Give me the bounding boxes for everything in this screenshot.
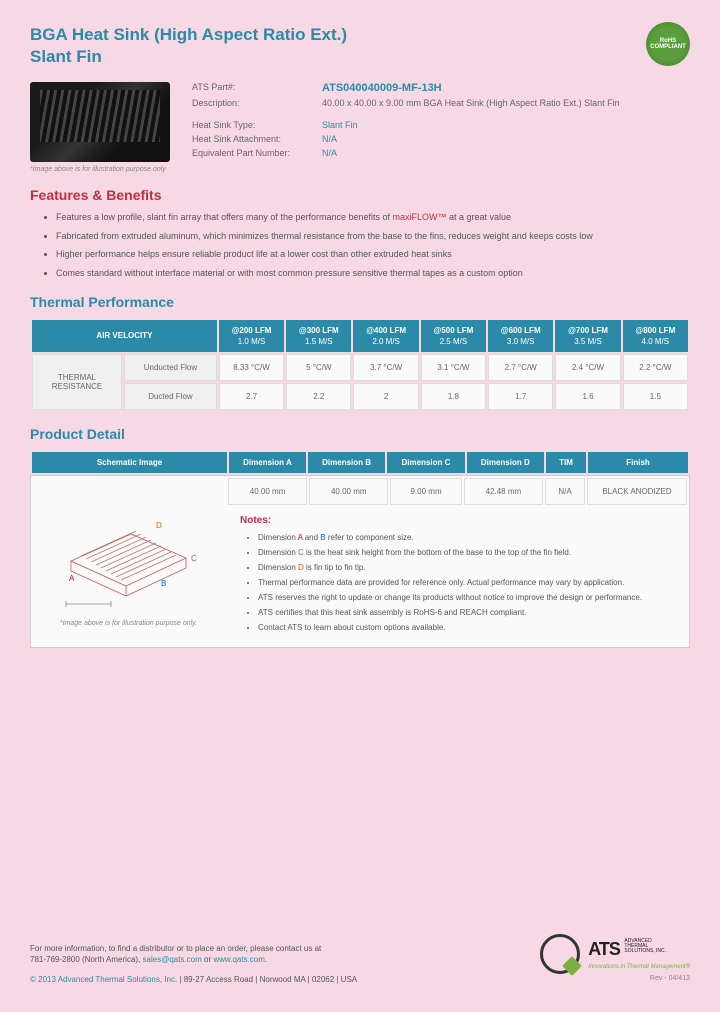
table-row: THERMAL RESISTANCE Unducted Flow 8.33 °C… bbox=[32, 354, 688, 381]
detail-heading: Product Detail bbox=[30, 426, 690, 442]
svg-text:A: A bbox=[69, 574, 75, 583]
web-link[interactable]: www.qats.com bbox=[213, 955, 265, 964]
title-line1: BGA Heat Sink (High Aspect Ratio Ext.) bbox=[30, 24, 690, 46]
spec-equiv-value: N/A bbox=[322, 148, 337, 158]
spec-attach-value: N/A bbox=[322, 134, 337, 144]
note-item: Dimension A and B refer to component siz… bbox=[258, 532, 675, 544]
page-title: BGA Heat Sink (High Aspect Ratio Ext.) S… bbox=[30, 24, 690, 68]
footer: For more information, to find a distribu… bbox=[30, 943, 690, 984]
spec-part-label: ATS Part#: bbox=[192, 82, 322, 94]
feature-item: Features a low profile, slant fin array … bbox=[56, 211, 690, 224]
detail-body: A B C D *Image above is for illustration… bbox=[30, 475, 690, 648]
table-row: 40.00 mm 40.00 mm 9.00 mm 42.48 mm N/A B… bbox=[228, 478, 687, 505]
feature-item: Fabricated from extruded aluminum, which… bbox=[56, 230, 690, 243]
ats-logo: ATS ADVANCED THERMAL SOLUTIONS, INC. Inn… bbox=[500, 934, 690, 974]
th-col: @500 LFM2.5 M/S bbox=[421, 320, 486, 352]
th-col: @300 LFM1.5 M/S bbox=[286, 320, 351, 352]
features-heading: Features & Benefits bbox=[30, 187, 690, 203]
product-header: ATS Part#:ATS040040009-MF-13H Descriptio… bbox=[30, 82, 690, 162]
schematic-caption: *Image above is for illustration purpose… bbox=[41, 620, 216, 627]
table-row: Ducted Flow 2.7 2.2 2 1.8 1.7 1.6 1.5 bbox=[32, 383, 688, 410]
detail-table: Schematic Image Dimension A Dimension B … bbox=[30, 450, 690, 475]
product-image bbox=[30, 82, 170, 162]
note-item: Dimension D is fin tip to fin tip. bbox=[258, 562, 675, 574]
feature-item: Comes standard without interface materia… bbox=[56, 267, 690, 280]
spec-list: ATS Part#:ATS040040009-MF-13H Descriptio… bbox=[192, 82, 620, 162]
th-col: @200 LFM1.0 M/S bbox=[219, 320, 284, 352]
row-label: Unducted Flow bbox=[124, 354, 217, 381]
ats-q-icon bbox=[540, 934, 580, 974]
note-item: Contact ATS to learn about custom option… bbox=[258, 622, 675, 634]
th-air-velocity: AIR VELOCITY bbox=[32, 320, 217, 352]
svg-text:C: C bbox=[191, 554, 197, 563]
th-dim: Dimension C bbox=[387, 452, 464, 473]
revision: Rev - 04/413 bbox=[650, 975, 690, 982]
image-caption: *Image above is for illustration purpose… bbox=[30, 166, 690, 173]
feature-item: Higher performance helps ensure reliable… bbox=[56, 248, 690, 261]
th-dim: Dimension B bbox=[308, 452, 385, 473]
spec-attach-label: Heat Sink Attachment: bbox=[192, 134, 322, 144]
note-item: ATS certifies that this heat sink assemb… bbox=[258, 607, 675, 619]
thermal-heading: Thermal Performance bbox=[30, 294, 690, 310]
features-list: Features a low profile, slant fin array … bbox=[56, 211, 690, 279]
schematic-image: A B C D bbox=[41, 486, 211, 616]
th-col: @600 LFM3.0 M/S bbox=[488, 320, 553, 352]
spec-desc-label: Description: bbox=[192, 98, 322, 108]
copyright: © 2013 Advanced Thermal Solutions, Inc. … bbox=[30, 975, 690, 984]
spec-equiv-label: Equivalent Part Number: bbox=[192, 148, 322, 158]
thermal-table: AIR VELOCITY @200 LFM1.0 M/S @300 LFM1.5… bbox=[30, 318, 690, 412]
th-dim: Dimension A bbox=[229, 452, 306, 473]
email-link[interactable]: sales@qats.com bbox=[143, 955, 202, 964]
th-col: @800 LFM4.0 M/S bbox=[623, 320, 688, 352]
spec-desc-value: 40.00 x 40.00 x 9.00 mm BGA Heat Sink (H… bbox=[322, 98, 620, 108]
product-image-block bbox=[30, 82, 170, 162]
th-col: @700 LFM3.5 M/S bbox=[555, 320, 620, 352]
row-group: THERMAL RESISTANCE bbox=[32, 354, 122, 410]
th-col: @400 LFM2.0 M/S bbox=[353, 320, 418, 352]
svg-text:B: B bbox=[161, 579, 166, 588]
spec-type-label: Heat Sink Type: bbox=[192, 120, 322, 130]
rohs-badge-icon: RoHS COMPLIANT bbox=[646, 22, 690, 66]
spec-part-value: ATS040040009-MF-13H bbox=[322, 82, 442, 94]
schematic-cell: A B C D *Image above is for illustration… bbox=[31, 476, 226, 647]
note-item: Dimension C is the heat sink height from… bbox=[258, 547, 675, 559]
footer-contact: For more information, to find a distribu… bbox=[30, 943, 430, 965]
title-line2: Slant Fin bbox=[30, 46, 690, 68]
th-tim: TIM bbox=[546, 452, 586, 473]
notes-heading: Notes: bbox=[240, 515, 675, 526]
svg-text:D: D bbox=[156, 521, 162, 530]
note-item: ATS reserves the right to update or chan… bbox=[258, 592, 675, 604]
note-item: Thermal performance data are provided fo… bbox=[258, 577, 675, 589]
spec-type-value: Slant Fin bbox=[322, 120, 358, 130]
th-dim: Dimension D bbox=[467, 452, 544, 473]
notes-cell: 40.00 mm 40.00 mm 9.00 mm 42.48 mm N/A B… bbox=[226, 476, 689, 647]
th-schematic: Schematic Image bbox=[32, 452, 227, 473]
th-finish: Finish bbox=[588, 452, 688, 473]
notes-list: Dimension A and B refer to component siz… bbox=[258, 532, 675, 634]
row-label: Ducted Flow bbox=[124, 383, 217, 410]
